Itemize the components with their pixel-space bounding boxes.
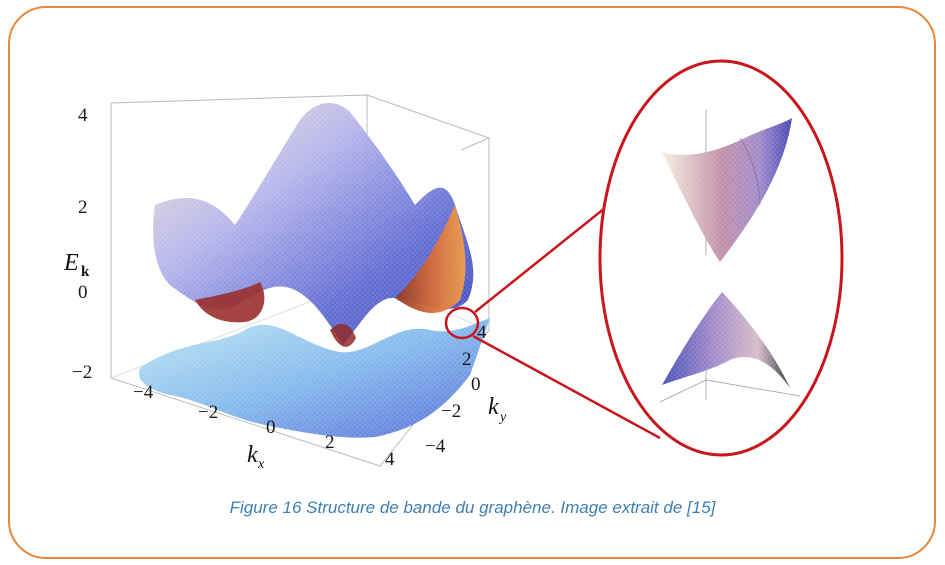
dirac-cone-icon [659, 110, 801, 403]
x-axis-label: k x [247, 442, 265, 472]
y-tick: 0 [471, 374, 481, 395]
band-fold-center [330, 323, 356, 347]
y-axis-label: k y [488, 394, 507, 425]
svg-text:k: k [247, 442, 258, 468]
dirac-point-marker [444, 306, 480, 340]
x-tick: −2 [198, 402, 218, 423]
band-fold-right [395, 205, 466, 313]
figure-caption: Figure 16 Structure de bande du graphène… [229, 498, 716, 517]
svg-text:k: k [488, 394, 499, 420]
z-axis-label: E k [63, 250, 90, 280]
y-tick: 4 [477, 322, 487, 343]
y-tick: −2 [441, 401, 461, 422]
z-tick: 4 [78, 105, 88, 126]
zoom-connector-bottom [472, 334, 661, 440]
z-tick: −2 [72, 362, 92, 383]
svg-text:E: E [63, 250, 79, 276]
z-axis-ticks: 4 2 0 −2 [72, 105, 92, 383]
band-fold-left [195, 282, 265, 323]
z-tick: 2 [78, 197, 88, 218]
y-axis-ticks: 4 2 0 −2 −4 [425, 322, 487, 457]
svg-text:y: y [498, 410, 507, 425]
x-axis-ticks: −4 −2 0 2 4 [133, 382, 395, 470]
z-tick: 0 [78, 282, 88, 303]
x-tick: −4 [133, 382, 154, 403]
svg-text:x: x [257, 457, 265, 472]
y-tick: −4 [425, 436, 446, 457]
x-tick: 0 [266, 417, 276, 438]
svg-text:k: k [81, 264, 90, 280]
y-tick: 2 [462, 349, 472, 370]
x-tick: 2 [325, 432, 335, 453]
x-tick: 4 [385, 449, 395, 470]
